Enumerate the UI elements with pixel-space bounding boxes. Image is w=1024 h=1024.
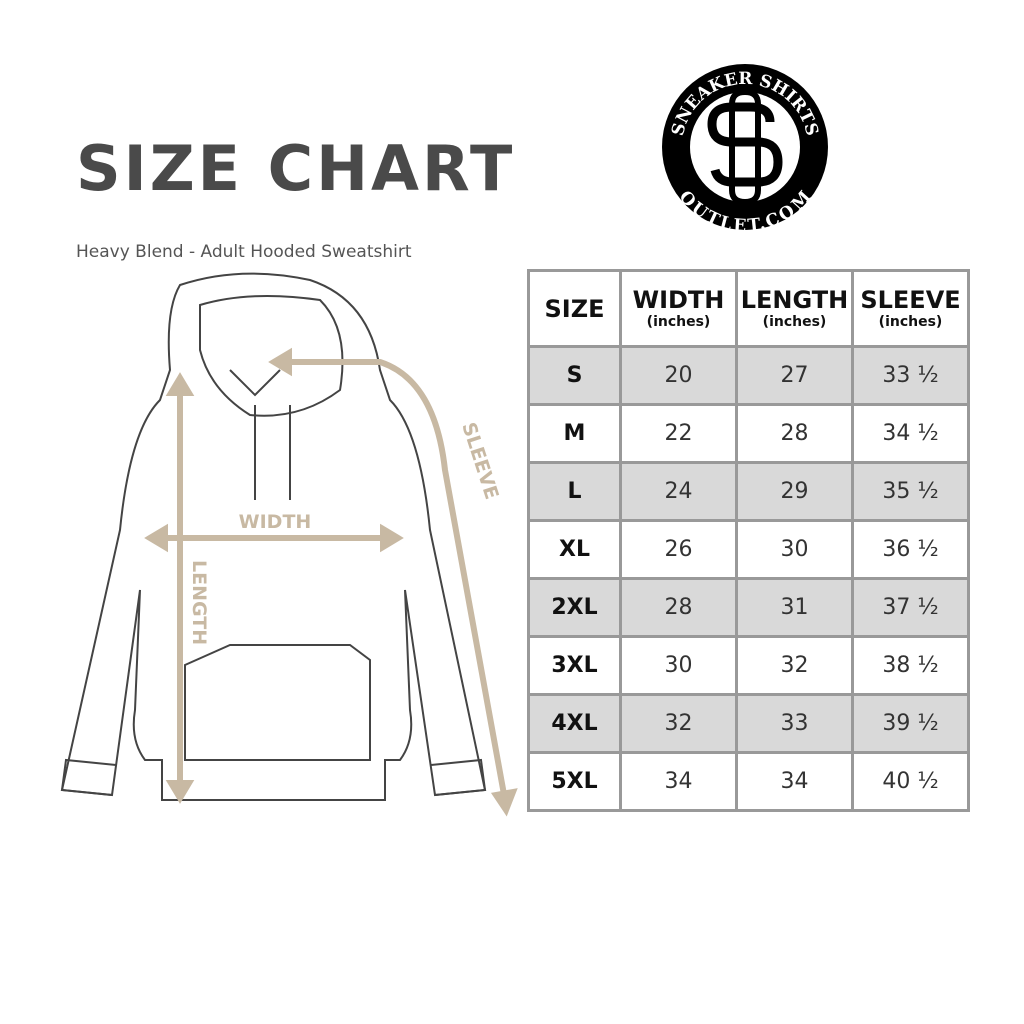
cell-length: 28	[735, 403, 854, 464]
table-row: 4XL 32 33 39 ½	[527, 693, 970, 754]
size-table: SIZE WIDTH (inches) LENGTH (inches) SLEEVE…	[527, 269, 970, 812]
cell-width: 22	[619, 403, 738, 464]
table-row: 3XL 30 32 38 ½	[527, 635, 970, 696]
monogram-icon	[707, 88, 783, 206]
sleeve-arrow	[282, 359, 508, 801]
page-subtitle: Heavy Blend - Adult Hooded Sweatshirt	[76, 242, 412, 262]
cell-sleeve: 39 ½	[851, 693, 970, 754]
cell-length: 32	[735, 635, 854, 696]
table-row: 5XL 34 34 40 ½	[527, 751, 970, 812]
brand-logo: SNEAKER SHIRTS OUTLET.COM	[662, 64, 828, 232]
cell-sleeve: 35 ½	[851, 461, 970, 522]
table-row: XL 26 30 36 ½	[527, 519, 970, 580]
cell-sleeve: 37 ½	[851, 577, 970, 638]
cell-size: L	[527, 461, 622, 522]
hoodie-diagram: WIDTH LENGTH SLEEVE	[60, 272, 518, 817]
cell-width: 28	[619, 577, 738, 638]
column-header-size: SIZE	[527, 269, 622, 348]
table-row: 2XL 28 31 37 ½	[527, 577, 970, 638]
cell-sleeve: 34 ½	[851, 403, 970, 464]
column-header-length: LENGTH (inches)	[735, 269, 854, 348]
cell-size: XL	[527, 519, 622, 580]
cell-length: 29	[735, 461, 854, 522]
column-header-width: WIDTH (inches)	[619, 269, 738, 348]
cell-width: 20	[619, 345, 738, 406]
width-label: WIDTH	[239, 511, 312, 533]
cell-size: 4XL	[527, 693, 622, 754]
cell-sleeve: 38 ½	[851, 635, 970, 696]
cell-width: 24	[619, 461, 738, 522]
width-arrowhead-left	[144, 523, 168, 553]
cell-size: 5XL	[527, 751, 622, 812]
table-row: M 22 28 34 ½	[527, 403, 970, 464]
cell-sleeve: 36 ½	[851, 519, 970, 580]
table-row: L 24 29 35 ½	[527, 461, 970, 522]
page-title: SIZE CHART	[76, 132, 516, 205]
cell-length: 27	[735, 345, 854, 406]
cell-width: 32	[619, 693, 738, 754]
cell-size: 2XL	[527, 577, 622, 638]
table-header-row: SIZE WIDTH (inches) LENGTH (inches) SLEEVE…	[527, 269, 970, 348]
cell-width: 34	[619, 751, 738, 812]
cell-width: 26	[619, 519, 738, 580]
cell-size: M	[527, 403, 622, 464]
cell-sleeve: 33 ½	[851, 345, 970, 406]
cell-length: 30	[735, 519, 854, 580]
measurement-arrows	[144, 347, 518, 817]
cell-length: 31	[735, 577, 854, 638]
cell-size: 3XL	[527, 635, 622, 696]
sleeve-label: SLEEVE	[457, 420, 502, 502]
table-row: S 20 27 33 ½	[527, 345, 970, 406]
column-header-sleeve: SLEEVE (inches)	[851, 269, 970, 348]
cell-sleeve: 40 ½	[851, 751, 970, 812]
cell-size: S	[527, 345, 622, 406]
length-label: LENGTH	[188, 560, 210, 645]
cell-width: 30	[619, 635, 738, 696]
cell-length: 33	[735, 693, 854, 754]
cell-length: 34	[735, 751, 854, 812]
width-arrowhead-right	[380, 523, 404, 553]
